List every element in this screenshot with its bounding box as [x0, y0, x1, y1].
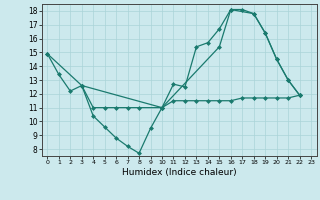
- X-axis label: Humidex (Indice chaleur): Humidex (Indice chaleur): [122, 168, 236, 177]
